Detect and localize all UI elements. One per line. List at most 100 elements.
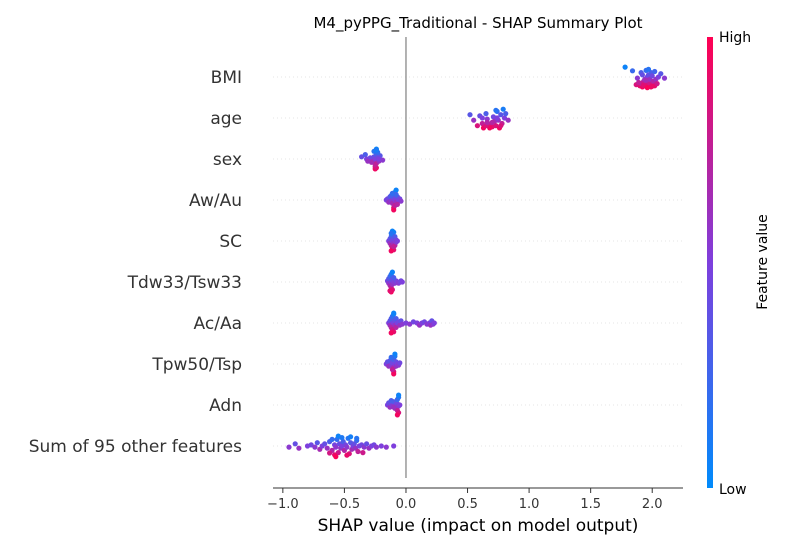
shap-point — [467, 112, 473, 118]
feature-label: Ac/Aa — [194, 314, 242, 334]
shap-point — [322, 441, 328, 447]
x-tick-label: 0.5 — [457, 497, 478, 512]
shap-point — [365, 158, 371, 164]
shap-point — [394, 412, 400, 418]
shap-point — [636, 79, 642, 86]
shap-point — [634, 75, 641, 81]
shap-point — [373, 444, 379, 450]
feature-label: age — [210, 109, 242, 129]
shap-point — [505, 117, 511, 123]
shap-point — [397, 402, 403, 408]
x-axis: −1.0 −0.5 0.0 0.5 1.0 1.5 2.0 — [267, 487, 683, 512]
shap-point — [643, 77, 649, 83]
shap-point — [394, 238, 400, 244]
shap-point — [339, 435, 345, 441]
shap-point — [344, 444, 350, 450]
x-tick-label: −1.0 — [267, 497, 299, 512]
shap-point — [493, 107, 499, 113]
shap-point — [391, 207, 397, 213]
shap-point — [498, 112, 504, 118]
shap-point — [333, 454, 339, 460]
x-axis-label: SHAP value (impact on model output) — [318, 516, 639, 536]
shap-point — [394, 201, 400, 207]
shap-point — [658, 71, 664, 77]
shap-point — [391, 310, 397, 316]
shap-point — [639, 72, 646, 78]
shap-point — [399, 279, 405, 285]
colorbar-low-label: Low — [719, 482, 747, 498]
shap-point — [483, 111, 489, 117]
shap-point — [645, 66, 652, 72]
shap-point — [388, 248, 394, 254]
shap-point — [498, 123, 504, 129]
shap-point — [644, 85, 650, 91]
shap-point — [474, 123, 480, 129]
shap-point — [333, 444, 339, 450]
shap-point — [391, 243, 397, 250]
shap-point — [398, 198, 404, 204]
chart-title: M4_pyPPG_Traditional - SHAP Summary Plot — [313, 14, 642, 33]
shap-point — [362, 152, 368, 158]
shap-point — [661, 75, 668, 81]
shap-point — [344, 452, 350, 458]
shap-point — [654, 81, 660, 87]
x-tick-label: 0.0 — [396, 497, 417, 512]
feature-label: sex — [213, 150, 242, 170]
feature-label: Aw/Au — [189, 191, 242, 211]
shap-point — [389, 269, 395, 275]
shap-point — [389, 190, 395, 196]
shap-point — [392, 351, 398, 357]
colorbar-title: Feature value — [755, 214, 771, 310]
row-guide-lines — [273, 76, 683, 447]
shap-point — [387, 288, 393, 294]
shap-point — [383, 444, 389, 450]
feature-label: SC — [219, 232, 242, 252]
shap-points — [286, 64, 668, 460]
shap-point — [324, 445, 330, 451]
shap-point — [391, 371, 397, 377]
feature-labels: BMI age sex Aw/Au SC Tdw33/Tsw33 Ac/Aa Tpw50/Ts… — [29, 68, 242, 457]
shap-point — [286, 444, 292, 450]
x-tick-label: 1.0 — [519, 497, 540, 512]
feature-label: Adn — [209, 396, 242, 416]
shap-point — [354, 435, 360, 441]
shap-point — [489, 119, 495, 125]
shap-point — [622, 64, 628, 70]
shap-point — [376, 156, 382, 162]
shap-point — [373, 147, 379, 153]
x-tick-label: 2.0 — [642, 497, 663, 512]
shap-point — [388, 230, 394, 236]
shap-point — [471, 117, 477, 123]
shap-point — [391, 275, 397, 281]
x-tick-label: −0.5 — [329, 497, 361, 512]
shap-point — [360, 450, 366, 456]
shap-point — [503, 111, 509, 117]
shap-point — [388, 354, 394, 360]
shap-point — [364, 441, 370, 447]
feature-label: BMI — [211, 68, 242, 88]
shap-point — [500, 106, 506, 112]
shap-point — [296, 445, 302, 451]
shap-point — [312, 444, 318, 450]
shap-point — [629, 68, 636, 74]
shap-point — [314, 440, 320, 446]
feature-label: Tdw33/Tsw33 — [127, 273, 242, 293]
shap-point — [329, 436, 335, 442]
shap-point — [391, 443, 397, 449]
shap-point — [388, 330, 394, 336]
shap-point — [652, 68, 658, 75]
shap-point — [393, 187, 399, 193]
shap-point — [292, 441, 298, 447]
shap-point — [348, 434, 354, 440]
x-tick-label: 1.5 — [580, 497, 601, 512]
shap-point — [396, 392, 402, 398]
shap-point — [484, 119, 490, 125]
colorbar-high-label: High — [719, 30, 751, 46]
shap-point — [355, 448, 361, 455]
colorbar — [707, 37, 713, 488]
feature-label: Sum of 95 other features — [29, 437, 242, 457]
shap-point — [494, 115, 500, 121]
shap-point — [397, 360, 403, 366]
feature-label: Tpw50/Tsp — [151, 355, 242, 375]
